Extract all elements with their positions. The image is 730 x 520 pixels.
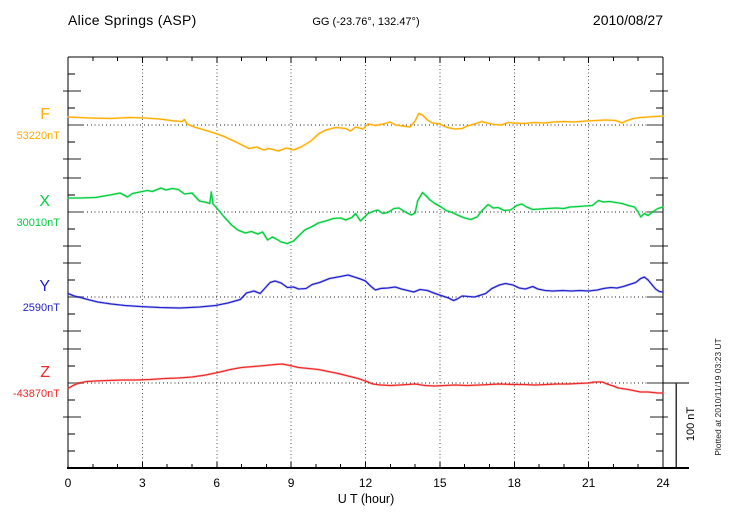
- series-letter-Y: Y: [39, 278, 50, 295]
- x-tick-label-3: 3: [139, 476, 146, 490]
- plot-date: 2010/08/27: [592, 12, 663, 28]
- x-tick-label-6: 6: [213, 476, 221, 490]
- station-title: Alice Springs (ASP): [68, 12, 197, 28]
- geographic-coords: GG (-23.76°, 132.47°): [312, 16, 420, 28]
- series-base-value-X: 30010nT: [16, 217, 60, 229]
- series-letter-X: X: [39, 193, 50, 210]
- plotted-at-stamp: Plotted at 2010/11/19 03:23 UT: [713, 338, 723, 456]
- x-tick-label-24: 24: [656, 476, 670, 490]
- trace-X: [67, 187, 664, 245]
- x-tick-label-0: 0: [64, 476, 72, 490]
- x-tick-label-12: 12: [358, 476, 373, 490]
- trace-F: [67, 112, 664, 152]
- x-tick-label-18: 18: [507, 476, 521, 490]
- series-base-value-Z: -43870nT: [12, 388, 60, 400]
- series-base-value-F: 53220nT: [16, 130, 60, 142]
- x-tick-label-15: 15: [433, 476, 447, 490]
- trace-Z: [67, 363, 664, 394]
- series-letter-Z: Z: [40, 364, 50, 381]
- trace-Y: [67, 274, 664, 309]
- series-letter-F: F: [40, 106, 50, 123]
- series-base-value-Y: 2590nT: [22, 302, 60, 314]
- x-tick-label-9: 9: [287, 476, 295, 490]
- x-axis-title: U T (hour): [337, 492, 395, 506]
- scale-bar-label: 100 nT: [685, 406, 697, 442]
- x-tick-label-21: 21: [581, 476, 596, 490]
